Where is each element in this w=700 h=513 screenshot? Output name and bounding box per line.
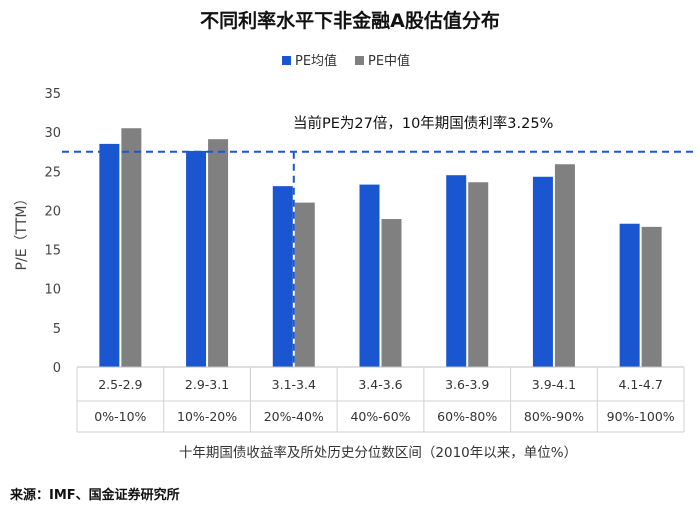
legend-label-mean: PE均值	[295, 53, 337, 69]
legend-swatch-mean	[282, 56, 291, 65]
x-tick-label: 2.5-2.9	[98, 377, 142, 392]
x-tick-label: 3.4-3.6	[358, 377, 402, 392]
annotation-current-pe: 当前PE为27倍，10年期国债利率3.25%	[293, 115, 553, 132]
reference-lines	[62, 150, 697, 367]
bar-median	[468, 182, 489, 367]
y-tick-label: 20	[44, 204, 61, 219]
y-axis-label: P/E（TTM）	[14, 192, 30, 271]
bar-median	[121, 128, 142, 367]
bar-median	[381, 219, 402, 367]
x-tick-percentile-label: 80%-90%	[524, 409, 584, 424]
bar-mean	[619, 223, 640, 367]
y-tick-label: 15	[44, 244, 61, 259]
x-tick-label: 3.9-4.1	[532, 377, 576, 392]
bar-median	[294, 202, 315, 367]
chart-title: 不同利率水平下非金融A股估值分布	[200, 9, 500, 32]
bar-mean	[272, 186, 293, 367]
x-tick-percentile-label: 10%-20%	[177, 409, 237, 424]
x-tick-percentile-label: 0%-10%	[94, 409, 146, 424]
x-axis-label: 十年期国债收益率及所处历史分位数区间（2010年以来，单位%）	[179, 444, 577, 461]
x-tick-label: 2.9-3.1	[185, 377, 229, 392]
x-tick-percentile-label: 40%-60%	[350, 409, 410, 424]
y-axis-ticks: 0 5 10 15 20 25 30 35	[44, 87, 61, 376]
x-tick-label: 4.1-4.7	[619, 377, 663, 392]
x-tick-label: 3.6-3.9	[445, 377, 489, 392]
y-tick-label: 25	[44, 165, 61, 180]
y-tick-label: 0	[53, 361, 61, 376]
chart: 不同利率水平下非金融A股估值分布 PE均值 PE中值 P/E（TTM） 0 5 10…	[14, 9, 697, 461]
bar-mean	[532, 176, 553, 367]
x-tick-percentile-label: 60%-80%	[437, 409, 497, 424]
legend-label-median: PE中值	[368, 53, 410, 69]
bar-median	[208, 139, 229, 367]
legend-swatch-median	[355, 56, 364, 65]
y-tick-label: 30	[44, 126, 61, 141]
bar-median	[554, 164, 575, 367]
source-note: 来源：IMF、国金证券研究所	[10, 488, 180, 503]
bar-mean	[446, 175, 467, 367]
bar-mean	[99, 143, 120, 367]
y-tick-label: 35	[44, 87, 61, 102]
bar-median	[641, 226, 662, 367]
y-tick-label: 10	[44, 283, 61, 298]
y-tick-label: 5	[53, 322, 61, 337]
x-tick-label: 3.1-3.4	[272, 377, 316, 392]
x-tick-percentile-label: 90%-100%	[607, 409, 675, 424]
bar-mean	[359, 184, 380, 367]
legend: PE均值 PE中值	[282, 53, 410, 69]
x-tick-percentile-label: 20%-40%	[264, 409, 324, 424]
bar-mean	[186, 150, 207, 367]
category-table: 2.5-2.9 0%-10% 2.9-3.1 10%-20% 3.1-3.4 20%-40…	[76, 366, 685, 433]
bars	[99, 128, 662, 367]
